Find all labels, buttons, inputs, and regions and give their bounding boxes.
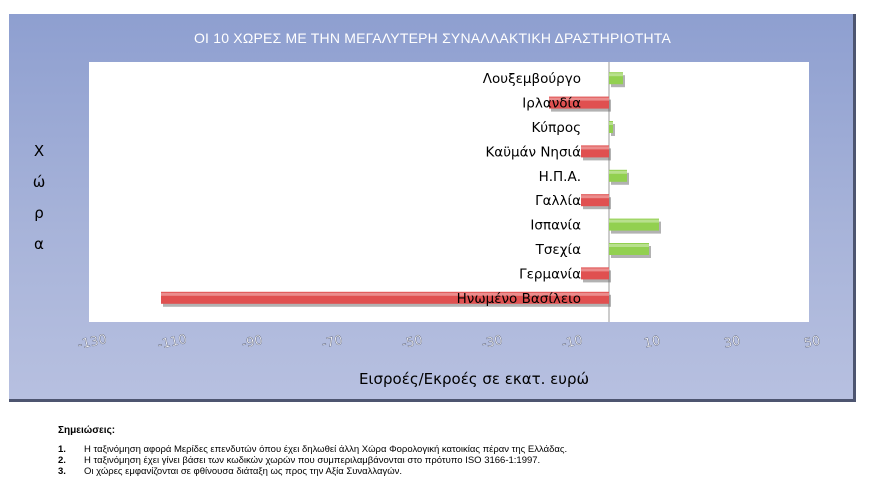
category-label: Γαλλία — [535, 193, 581, 209]
category-label: Ηνωμένο Βασίλειο — [457, 291, 581, 307]
note-text: Η ταξινόμηση έχει γίνει βάσει των κωδικώ… — [84, 455, 541, 466]
y-axis-title-char: ώ — [32, 173, 46, 191]
note-number: 2. — [58, 455, 66, 466]
bar — [581, 145, 609, 158]
category-label: Κύπρος — [531, 120, 581, 136]
bar-highlight — [609, 73, 623, 77]
category-label: Ιρλανδία — [522, 96, 581, 112]
bar-highlight — [609, 244, 649, 247]
bar-highlight — [581, 146, 609, 150]
x-tick-label: -10 — [560, 333, 584, 352]
bar-highlight — [609, 170, 627, 174]
category-label: Λουξεμβούργο — [483, 71, 581, 87]
category-label: Καϋμάν Νησιά — [485, 144, 581, 160]
bar-highlight — [549, 97, 609, 101]
bar-highlight — [581, 195, 609, 199]
x-tick-label: -70 — [320, 333, 344, 352]
note-text: Οι χώρες εμφανίζονται σε φθίνουσα διάταξ… — [84, 466, 403, 477]
bar — [549, 96, 609, 109]
x-tick-label: -30 — [480, 333, 504, 352]
bar — [609, 121, 613, 133]
bar — [581, 194, 609, 207]
y-axis-title-char: ρ — [34, 204, 44, 222]
bar — [609, 169, 627, 182]
bar — [581, 267, 609, 280]
note-number: 1. — [58, 444, 66, 455]
bar-highlight — [609, 122, 613, 125]
note-row: 2. Η ταξινόμηση έχει γίνει βάσει των κωδ… — [58, 455, 567, 466]
chart-title: ΟΙ 10 ΧΩΡΕΣ ΜΕ ΤΗΝ ΜΕΓΑΛΥΤΕΡΗ ΣΥΝΑΛΛΑΚΤΙ… — [193, 30, 672, 46]
bar-highlight — [609, 219, 659, 223]
chart-frame: ΟΙ 10 ΧΩΡΕΣ ΜΕ ΤΗΝ ΜΕΓΑΛΥΤΕΡΗ ΣΥΝΑΛΛΑΚΤΙ… — [9, 14, 856, 402]
bar — [161, 291, 609, 304]
bar — [609, 243, 649, 255]
bar-highlight — [161, 292, 609, 296]
x-tick-label: 50 — [803, 334, 822, 352]
x-tick-layer: -130 -110 -90 -70 -50 -30 -10 10 30 50 — [76, 332, 822, 353]
x-tick-label: 30 — [723, 334, 742, 352]
bar-highlight — [581, 268, 609, 272]
category-label: Τσεχία — [535, 242, 581, 258]
category-label: Ισπανία — [530, 218, 581, 234]
chart-svg: Λουξεμβούργο Ιρλανδία Κύπρος Καϋμάν Νησιά Η.… — [161, 62, 661, 322]
x-tick-label: -110 — [156, 332, 188, 353]
note-row: 1. Η ταξινόμηση αφορά Μερίδες επενδυτών … — [58, 444, 567, 455]
y-axis-title-char: Χ — [33, 142, 45, 160]
y-axis-title-char: α — [34, 235, 44, 253]
x-axis-title: Εισροές/Εκροές σε εκατ. ευρώ — [358, 370, 590, 388]
note-text: Η ταξινόμηση αφορά Μερίδες επενδυτών όπο… — [84, 444, 568, 455]
notes-section: Σημειώσεις: 1. Η ταξινόμηση αφορά Μερίδε… — [58, 425, 567, 477]
x-tick-label: -130 — [76, 332, 108, 353]
bar — [609, 72, 623, 85]
plot-area: Λουξεμβούργο Ιρλανδία Κύπρος Καϋμάν Νησιά Η.… — [89, 62, 809, 322]
bar — [609, 218, 659, 231]
x-tick-label: -90 — [240, 333, 264, 352]
notes-title: Σημειώσεις: — [58, 425, 116, 436]
category-label: Η.Π.Α. — [539, 169, 581, 185]
x-tick-label: -50 — [400, 333, 424, 352]
note-row: 3. Οι χώρες εμφανίζονται σε φθίνουσα διά… — [58, 466, 567, 477]
category-label: Γερμανία — [519, 266, 581, 282]
note-number: 3. — [58, 466, 66, 477]
x-tick-label: 10 — [643, 334, 662, 352]
